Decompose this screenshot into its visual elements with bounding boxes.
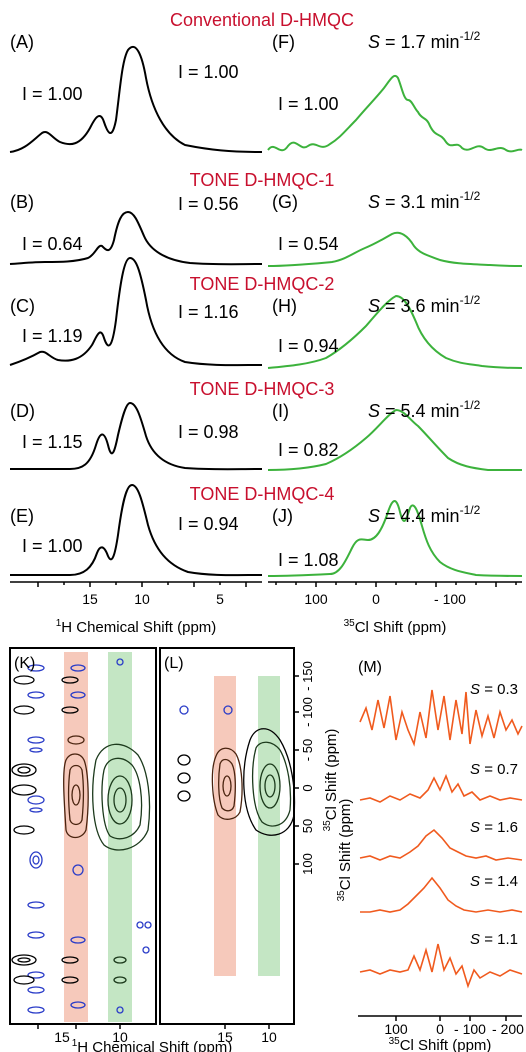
- panel-L: (L) 15 10: [159, 647, 299, 1045]
- cl-tick-m100: - 100: [434, 591, 466, 607]
- intensity-F: I = 1.00: [278, 94, 339, 114]
- L-tick-10: 10: [261, 1029, 277, 1045]
- M-s-3: S = 1.4: [470, 873, 518, 890]
- K-tick-10: 10: [112, 1029, 128, 1045]
- row-titles: Conventional D-HMQC TONE D-HMQC-1 TONE D…: [170, 10, 354, 504]
- label-B: (B): [10, 192, 34, 212]
- s-value-J: S = 4.4 min-1/2: [368, 503, 481, 526]
- title-tone-1: TONE D-HMQC-1: [190, 170, 335, 190]
- M-spectrum-3: [360, 876, 523, 913]
- L-ytick-100: 100: [300, 853, 315, 875]
- L-ytick-m50: - 50: [300, 739, 315, 761]
- intensity-E-left: I = 1.00: [22, 536, 83, 556]
- M-s-0: S = 0.3: [470, 681, 518, 698]
- spectrum-I: [267, 408, 522, 471]
- label-L: (L): [164, 655, 184, 672]
- spectrum-C: [9, 256, 263, 367]
- spectrum-B: [9, 210, 263, 266]
- label-I: (I): [272, 401, 289, 421]
- M-spectrum-0: [359, 689, 523, 747]
- M-s-2: S = 1.6: [470, 819, 518, 836]
- label-J: (J): [272, 506, 293, 526]
- intensity-A-left: I = 1.00: [22, 84, 83, 104]
- M-tick-m200: - 200: [492, 1021, 524, 1037]
- panel-M: (M) S = 0.3 S = 0.7 S = 1.6 S = 1.4 S = …: [336, 659, 524, 1052]
- h-spectra: [9, 45, 263, 577]
- label-H: (H): [272, 296, 297, 316]
- intensity-D-right: I = 0.98: [178, 422, 239, 442]
- spectrum-D: [10, 401, 263, 471]
- intensity-B-right: I = 0.56: [178, 194, 239, 214]
- intensity-B-left: I = 0.64: [22, 234, 83, 254]
- M-y-label: 35Cl Shift (ppm): [336, 799, 354, 902]
- M-spectrum-2: [359, 828, 523, 861]
- label-F: (F): [272, 32, 295, 52]
- intensity-C-left: I = 1.19: [22, 326, 83, 346]
- s-value-G: S = 3.1 min-1/2: [368, 189, 481, 212]
- panel-texts: (A) (B) (C) (D) (E) (F) (G) (H) (I) (J) …: [10, 32, 339, 570]
- intensity-H: I = 0.94: [278, 336, 339, 356]
- title-conventional: Conventional D-HMQC: [170, 10, 354, 30]
- L-tick-15: 15: [217, 1029, 233, 1045]
- M-tick-0: 0: [436, 1021, 444, 1037]
- M-x-label: 35Cl Shift (ppm): [389, 1036, 492, 1052]
- K-tick-15: 15: [54, 1029, 70, 1045]
- label-K: (K): [14, 655, 35, 672]
- s-value-H: S = 3.6 min-1/2: [368, 293, 481, 316]
- intensity-C-right: I = 1.16: [178, 302, 239, 322]
- s-value-I: S = 5.4 min-1/2: [368, 398, 481, 421]
- L-ytick-m150: - 150: [300, 661, 315, 691]
- h-tick-5: 5: [216, 591, 224, 607]
- h-tick-15: 15: [82, 591, 98, 607]
- label-G: (G): [272, 192, 298, 212]
- L-band-pink: [214, 676, 236, 976]
- intensity-G: I = 0.54: [278, 234, 339, 254]
- spectrum-A: [9, 45, 263, 153]
- L-ytick-50: 50: [300, 819, 315, 833]
- cl-tick-100: 100: [304, 591, 328, 607]
- spectrum-E: [10, 483, 263, 577]
- KL-x-label: 1H Chemical Shift (ppm): [72, 1038, 233, 1052]
- cl-tick-0: 0: [372, 591, 380, 607]
- intensity-D-left: I = 1.15: [22, 432, 83, 452]
- label-A: (A): [10, 32, 34, 52]
- title-tone-2: TONE D-HMQC-2: [190, 274, 335, 294]
- cl-spectra: [267, 74, 523, 577]
- intensity-I: I = 0.82: [278, 440, 339, 460]
- M-s-4: S = 1.1: [470, 931, 518, 948]
- L-ytick-0: 0: [300, 784, 315, 791]
- spectrum-H: [267, 294, 523, 369]
- spectrum-F: [267, 74, 523, 153]
- M-tick-m100: - 100: [454, 1021, 486, 1037]
- spectrum-J: [267, 500, 523, 577]
- h-axis-label: 1H Chemical Shift (ppm): [56, 618, 217, 636]
- top-axes: [10, 581, 522, 587]
- M-tick-100: 100: [384, 1021, 408, 1037]
- L-y-axis: - 150 - 100 - 50 0 50 100 35Cl Shift (pp…: [300, 661, 340, 875]
- label-M: (M): [358, 659, 382, 676]
- spectrum-G: [267, 231, 523, 267]
- h-tick-10: 10: [134, 591, 150, 607]
- label-C: (C): [10, 296, 35, 316]
- s-values: S = 1.7 min-1/2 S = 3.1 min-1/2 S = 3.6 …: [368, 29, 481, 526]
- top-axis-text: 15 10 5 100 0 - 100 1H Chemical Shift (p…: [56, 591, 466, 636]
- label-E: (E): [10, 506, 34, 526]
- intensity-E-right: I = 0.94: [178, 514, 239, 534]
- L-y-label: 35Cl Shift (ppm): [322, 729, 340, 832]
- M-spectrum-4: [359, 943, 523, 989]
- s-value-F: S = 1.7 min-1/2: [368, 29, 481, 52]
- L-ytick-m100: - 100: [300, 697, 315, 727]
- intensity-A-right: I = 1.00: [178, 62, 239, 82]
- title-tone-3: TONE D-HMQC-3: [190, 379, 335, 399]
- label-D: (D): [10, 401, 35, 421]
- intensity-J: I = 1.08: [278, 550, 339, 570]
- M-s-1: S = 0.7: [470, 761, 518, 778]
- panel-K: (K) 15 10: [9, 647, 157, 1045]
- title-tone-4: TONE D-HMQC-4: [190, 484, 335, 504]
- cl-axis-label: 35Cl Shift (ppm): [344, 618, 447, 636]
- M-spectrum-1: [359, 773, 523, 803]
